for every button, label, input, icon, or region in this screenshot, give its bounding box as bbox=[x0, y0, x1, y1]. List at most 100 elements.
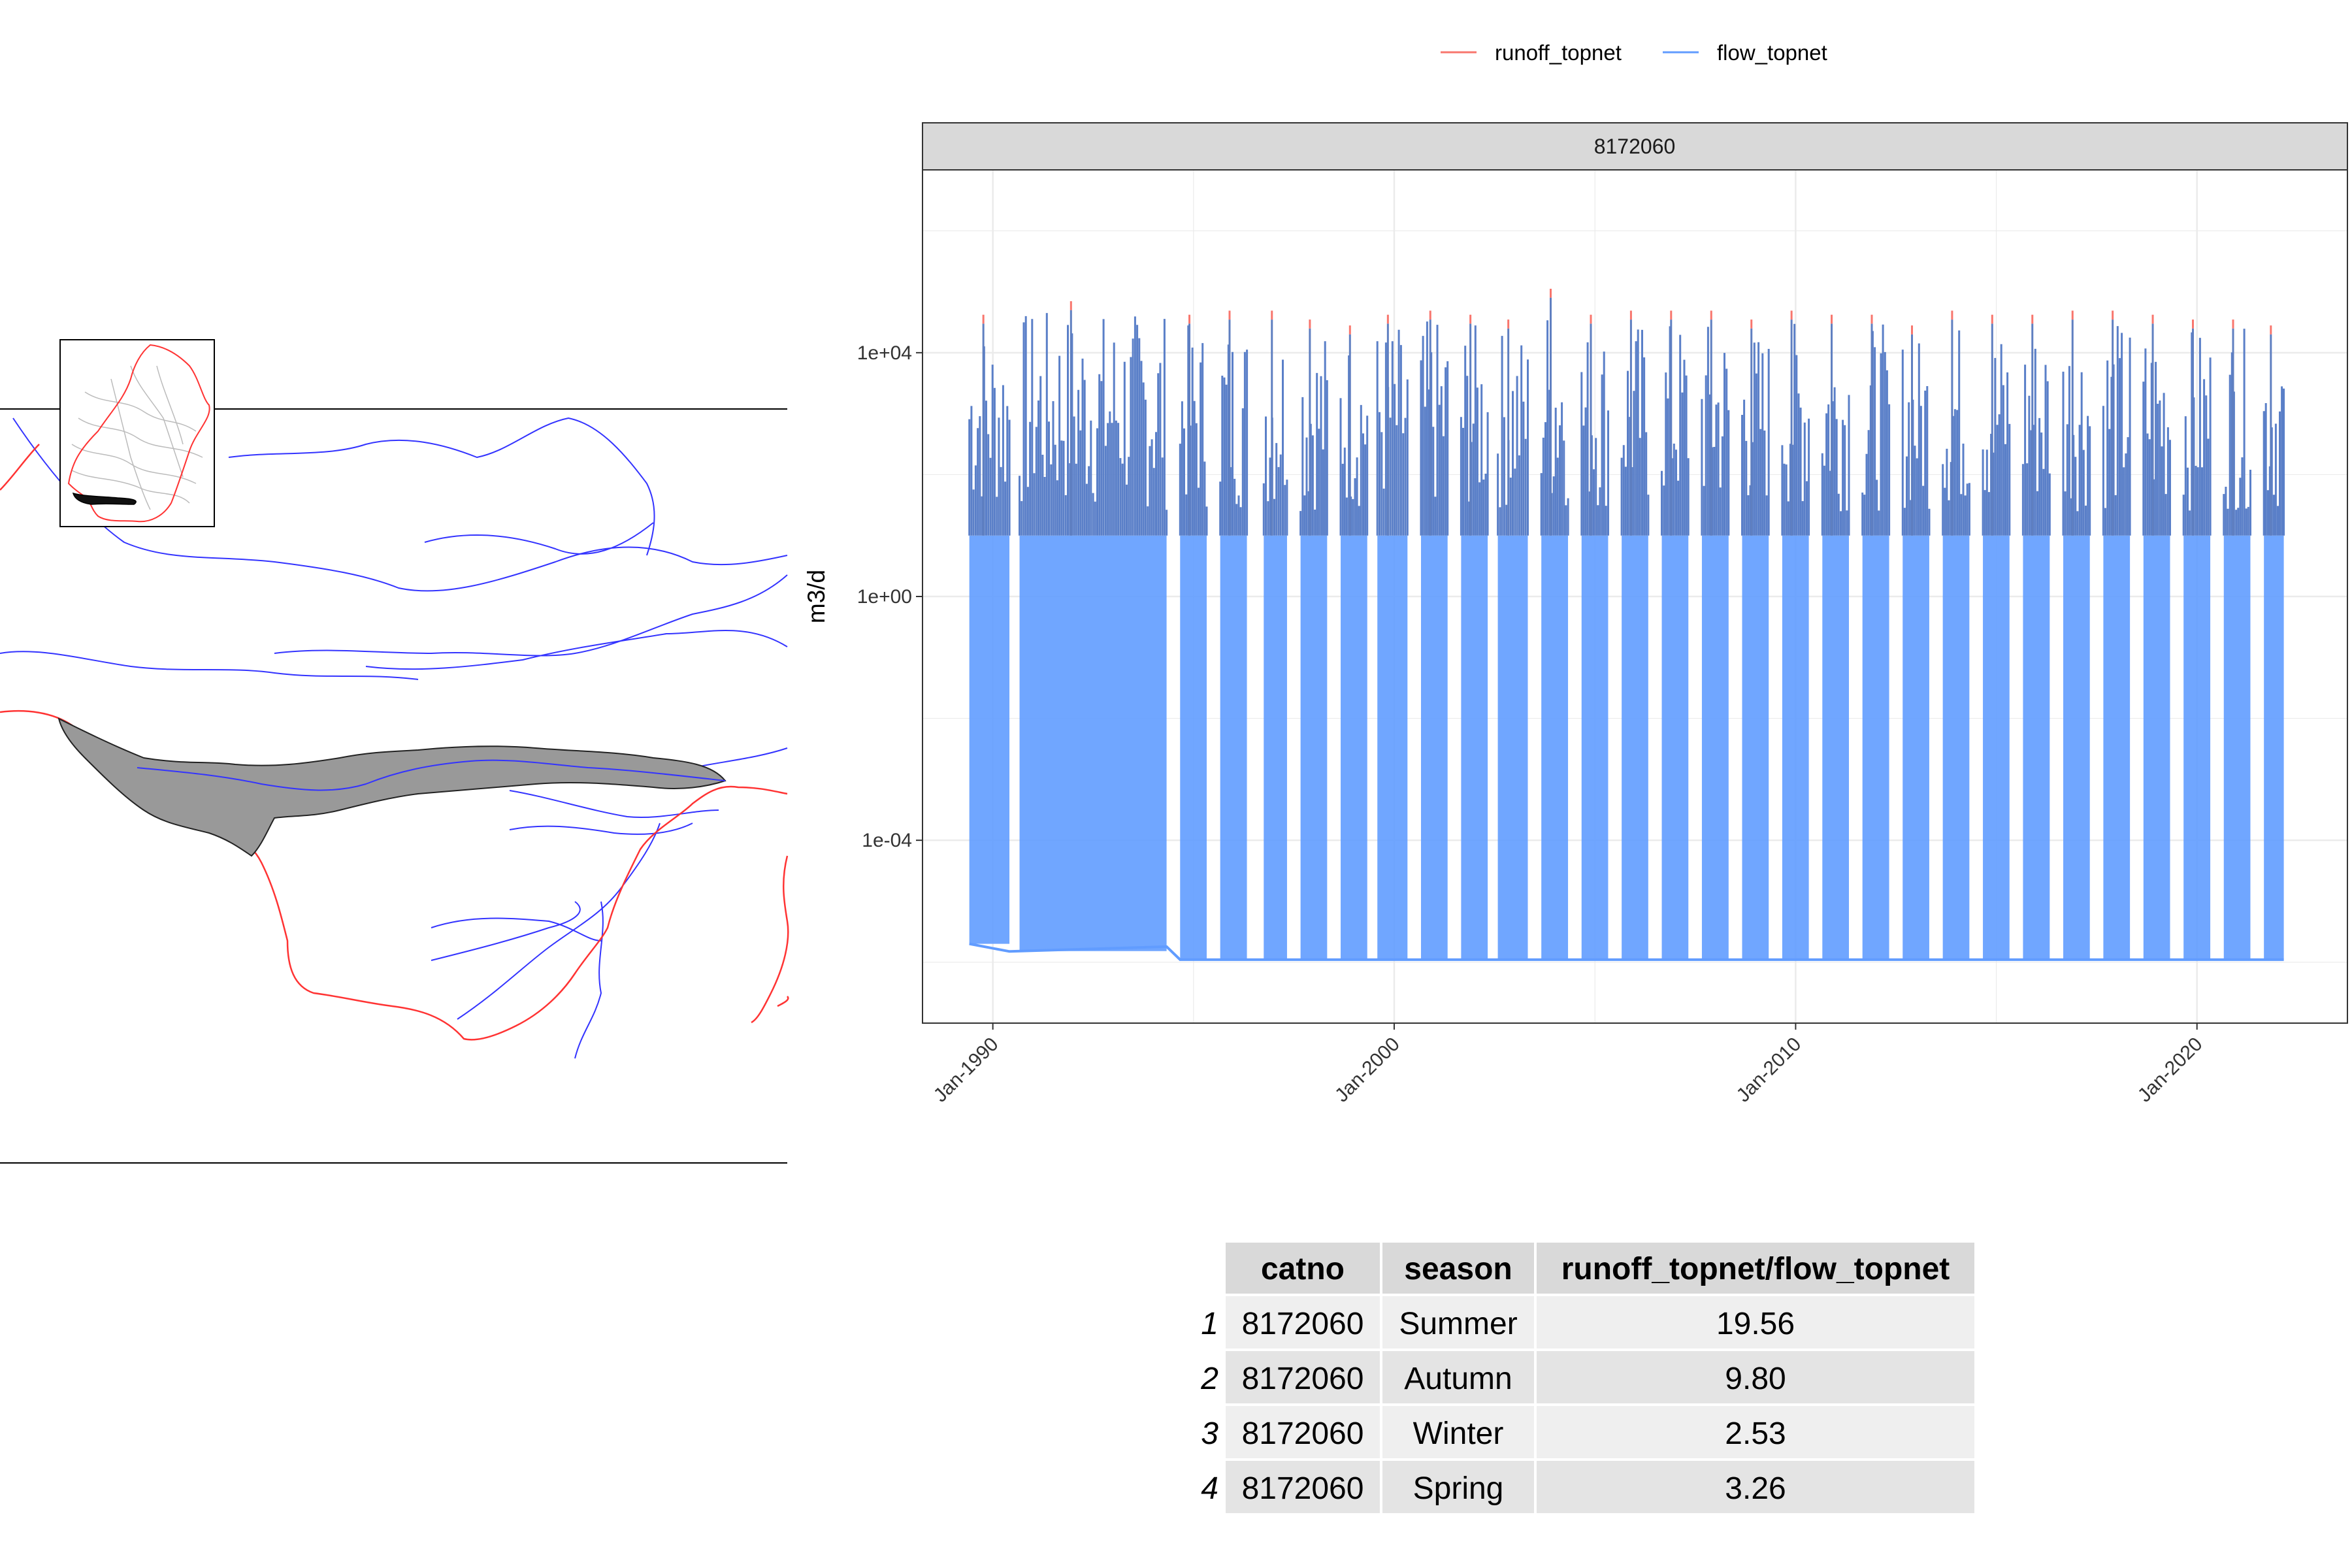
flow-period-fill bbox=[1903, 535, 1929, 960]
x-axis: Jan-1990 Jan-2000 Jan-2010 Jan-2020 bbox=[930, 1023, 2207, 1106]
flow-period-fill bbox=[1497, 535, 1528, 960]
flow-peak-spikes bbox=[1701, 327, 1730, 536]
table-cell bbox=[1226, 1351, 1380, 1403]
y-axis-title: m3/d bbox=[803, 570, 830, 623]
cell-ratio: 19.56 bbox=[1716, 1307, 1795, 1341]
flow-peak-spikes bbox=[1661, 326, 1690, 536]
river-line bbox=[110, 378, 151, 510]
flow-peak-spikes bbox=[1299, 341, 1328, 536]
flow-period-fill bbox=[2143, 535, 2170, 960]
summary-table: catno season runoff_topnet/flow_topnet 1… bbox=[1200, 1243, 1974, 1513]
flow-period-fill bbox=[1701, 535, 1729, 960]
runoff-topnet-series bbox=[982, 288, 2272, 335]
flow-period-fill bbox=[1377, 535, 1408, 960]
flow-period-fill bbox=[1983, 535, 2010, 960]
legend-label-runoff-topnet: runoff_topnet bbox=[1495, 41, 1622, 65]
flow-period-fill bbox=[1822, 535, 1850, 960]
river-line bbox=[574, 901, 604, 1059]
flow-period-fill bbox=[2264, 535, 2284, 960]
river-line bbox=[71, 470, 190, 504]
row-index: 3 bbox=[1201, 1416, 1218, 1451]
inset-boundary bbox=[67, 344, 210, 523]
river-line bbox=[71, 444, 197, 484]
y-tick-label: 1e-04 bbox=[862, 830, 912, 851]
flow-peak-spikes bbox=[2223, 329, 2251, 536]
locator-inset bbox=[59, 339, 215, 527]
table-row: 4 8172060 Spring 3.26 bbox=[1201, 1461, 1974, 1513]
flow-period-fill bbox=[2023, 535, 2050, 960]
cell-ratio: 2.53 bbox=[1725, 1416, 1786, 1451]
cell-catno: 8172060 bbox=[1242, 1471, 1364, 1506]
cell-catno: 8172060 bbox=[1242, 1362, 1364, 1396]
y-axis: 1e-04 1e+00 1e+04 bbox=[857, 342, 923, 851]
flow-period-fill bbox=[2063, 535, 2090, 960]
table-cell bbox=[1537, 1406, 1974, 1458]
table-header-catno: catno bbox=[1261, 1252, 1345, 1286]
table-header-season: season bbox=[1404, 1252, 1512, 1286]
flow-peak-spikes bbox=[1179, 325, 1208, 536]
flow-peak-spikes bbox=[1982, 344, 2011, 536]
river-line bbox=[12, 417, 788, 592]
flow-period-fill bbox=[1862, 535, 1889, 960]
flow-peak-spikes bbox=[1339, 355, 1369, 536]
cell-ratio: 9.80 bbox=[1725, 1362, 1786, 1396]
flow-peak-spikes bbox=[1540, 320, 1569, 536]
river-line bbox=[274, 574, 788, 657]
table-cell bbox=[1382, 1406, 1534, 1458]
catchment-map bbox=[0, 339, 789, 1164]
legend-label-flow-topnet: flow_topnet bbox=[1717, 41, 1827, 65]
flow-peak-spikes bbox=[1942, 330, 1970, 536]
flow-peak-spikes bbox=[1861, 324, 1891, 536]
flow-peak-spikes bbox=[1019, 313, 1168, 536]
region-boundary bbox=[751, 855, 789, 1024]
table-row: 3 8172060 Winter 2.53 bbox=[1201, 1406, 1974, 1458]
flow-period-fill bbox=[1019, 535, 1167, 951]
river-line bbox=[424, 522, 654, 555]
flow-peak-spikes bbox=[1781, 323, 1810, 536]
timeseries-chart: 8172060 1e-04 1e+00 1e+04 Jan-1990 Jan-2000… bbox=[803, 122, 2348, 1106]
flow-peak-spikes bbox=[1821, 387, 1850, 536]
river-line bbox=[0, 651, 419, 680]
table-header-cell bbox=[1382, 1243, 1534, 1294]
table-cell bbox=[1382, 1461, 1534, 1513]
boundary-lines bbox=[0, 444, 789, 1041]
flow-peak-spikes bbox=[1901, 343, 1931, 536]
facet-strip-label: 8172060 bbox=[1594, 135, 1676, 158]
y-tick-label: 1e+04 bbox=[857, 342, 912, 364]
river-line bbox=[130, 365, 184, 478]
river-line bbox=[78, 417, 203, 458]
flow-period-fill bbox=[2103, 535, 2131, 960]
flow-period-fill bbox=[1180, 535, 1207, 960]
flow-period-fill bbox=[2183, 535, 2211, 960]
x-tick-label: Jan-1990 bbox=[930, 1034, 1003, 1107]
river-line bbox=[156, 365, 184, 445]
x-tick-label: Jan-2020 bbox=[2134, 1034, 2207, 1107]
flow-baseline-line bbox=[969, 942, 2284, 961]
cell-season: Summer bbox=[1399, 1307, 1517, 1341]
river-line bbox=[509, 823, 693, 835]
river-line bbox=[457, 823, 661, 1020]
row-index: 2 bbox=[1200, 1362, 1218, 1396]
region-boundary bbox=[777, 996, 789, 1007]
table-header-cell bbox=[1226, 1243, 1380, 1294]
flow-period-fill bbox=[969, 535, 1010, 944]
table-cell bbox=[1226, 1406, 1380, 1458]
flow-period-fill bbox=[2223, 535, 2251, 960]
region-boundary bbox=[0, 444, 40, 491]
river-line bbox=[84, 391, 197, 432]
cell-season: Autumn bbox=[1404, 1362, 1512, 1396]
flow-period-fill bbox=[1661, 535, 1689, 960]
river-line bbox=[137, 759, 726, 791]
flow-peak-spikes bbox=[1741, 342, 1770, 536]
inset-catchment bbox=[72, 492, 137, 505]
flow-peak-spikes bbox=[1460, 325, 1489, 536]
flow-peak-spikes bbox=[1580, 342, 1609, 536]
cell-ratio: 3.26 bbox=[1725, 1471, 1786, 1506]
river-line bbox=[228, 417, 655, 556]
table-cell bbox=[1382, 1351, 1534, 1403]
river-line bbox=[431, 917, 602, 941]
flow-period-fill bbox=[1541, 535, 1569, 960]
flow-peak-spikes bbox=[1620, 329, 1650, 536]
flow-period-fill bbox=[1300, 535, 1328, 960]
flow-peak-spikes bbox=[2142, 348, 2171, 536]
